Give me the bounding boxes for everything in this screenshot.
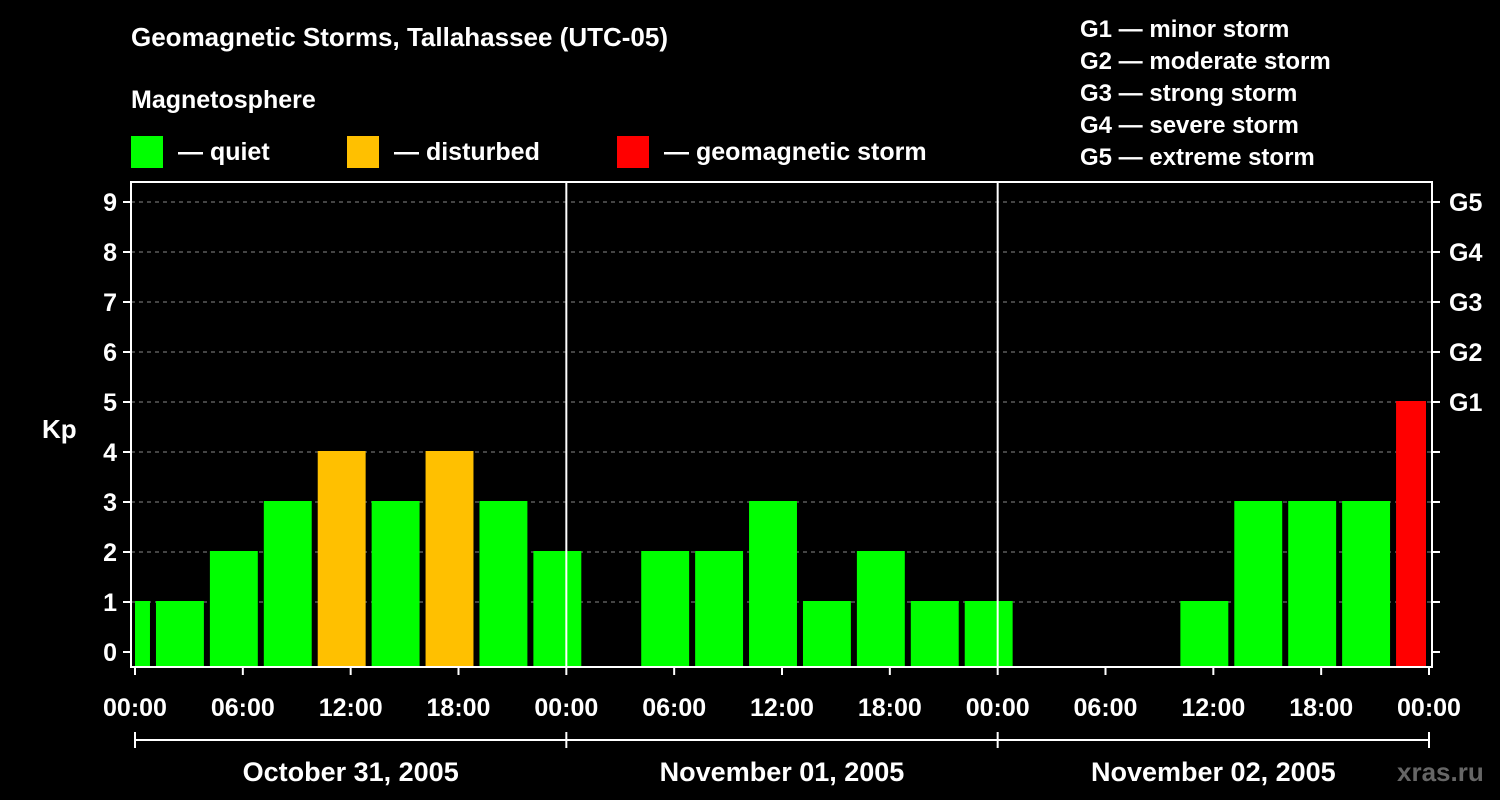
kp-bar [695, 551, 744, 667]
kp-bar [641, 551, 690, 667]
x-tick-label: 18:00 [1289, 694, 1353, 722]
legend-title: Magnetosphere [131, 86, 316, 114]
legend-item-storm: — geomagnetic storm [617, 136, 927, 168]
kp-bar [749, 501, 797, 667]
y-tick-label: 4 [103, 439, 117, 467]
chart-title: Geomagnetic Storms, Tallahassee (UTC-05) [131, 22, 669, 52]
kp-bar [856, 551, 905, 667]
g-scale-item: G1 — minor storm [1080, 16, 1290, 43]
g-level-label: G3 [1449, 289, 1482, 317]
kp-bar [964, 601, 1013, 667]
g-scale-item: G4 — severe storm [1080, 112, 1299, 139]
kp-bar [155, 601, 204, 667]
kp-bar [135, 601, 150, 667]
x-tick-label: 00:00 [534, 694, 598, 722]
x-tick-label: 12:00 [319, 694, 383, 722]
legend-swatch-storm [617, 136, 649, 168]
y-tick-label: 5 [103, 389, 117, 417]
kp-bar [802, 601, 851, 667]
g-scale-item: G2 — moderate storm [1080, 48, 1331, 75]
legend-label-quiet: — quiet [178, 137, 270, 166]
legend-swatch-quiet [131, 136, 163, 168]
x-tick-label: 00:00 [103, 694, 167, 722]
kp-bar [263, 501, 312, 667]
kp-bar [1288, 501, 1337, 667]
g-scale-list: G1 — minor storm G2 — moderate storm G3 … [1080, 14, 1331, 174]
g-level-label: G2 [1449, 339, 1482, 367]
legend-label-disturbed: — disturbed [394, 137, 540, 166]
y-axis-label: Kp [42, 414, 77, 444]
x-tick-label: 00:00 [1397, 694, 1461, 722]
g-level-label: G5 [1449, 189, 1482, 217]
x-tick-label: 06:00 [211, 694, 275, 722]
y-tick-label: 3 [103, 489, 117, 517]
source-watermark: xras.ru [1397, 757, 1484, 787]
x-tick-label: 06:00 [1074, 694, 1138, 722]
kp-bar [1234, 501, 1283, 667]
legend-swatch-disturbed [347, 136, 379, 168]
kp-bar [533, 551, 582, 667]
kp-bar [1180, 601, 1229, 667]
kp-bar [209, 551, 258, 667]
y-tick-label: 8 [103, 239, 117, 267]
kp-bar [910, 601, 959, 667]
x-tick-label: 12:00 [1181, 694, 1245, 722]
legend-label-storm: — geomagnetic storm [664, 137, 927, 166]
kp-bar [317, 451, 366, 667]
x-tick-label: 18:00 [427, 694, 491, 722]
y-tick-label: 0 [103, 639, 117, 667]
x-tick-label: 18:00 [858, 694, 922, 722]
y-tick-label: 2 [103, 539, 117, 567]
kp-bar [371, 501, 420, 667]
legend-item-quiet: — quiet [131, 136, 270, 168]
kp-bar [425, 451, 474, 667]
kp-bar [1396, 401, 1426, 667]
kp-bar [479, 501, 528, 667]
date-label: October 31, 2005 [243, 757, 459, 787]
g-level-label: G4 [1449, 239, 1482, 267]
y-tick-label: 1 [103, 589, 117, 617]
x-tick-label: 12:00 [750, 694, 814, 722]
legend-item-disturbed: — disturbed [347, 136, 540, 168]
g-level-label: G1 [1449, 389, 1482, 417]
g-scale-item: G5 — extreme storm [1080, 144, 1315, 171]
kp-bar [1342, 501, 1391, 667]
x-tick-label: 00:00 [966, 694, 1030, 722]
date-label: November 02, 2005 [1091, 757, 1336, 787]
x-tick-label: 06:00 [642, 694, 706, 722]
date-label: November 01, 2005 [660, 757, 905, 787]
y-tick-label: 6 [103, 339, 117, 367]
y-tick-label: 9 [103, 189, 117, 217]
g-scale-item: G3 — strong storm [1080, 80, 1298, 107]
y-tick-label: 7 [103, 289, 117, 317]
